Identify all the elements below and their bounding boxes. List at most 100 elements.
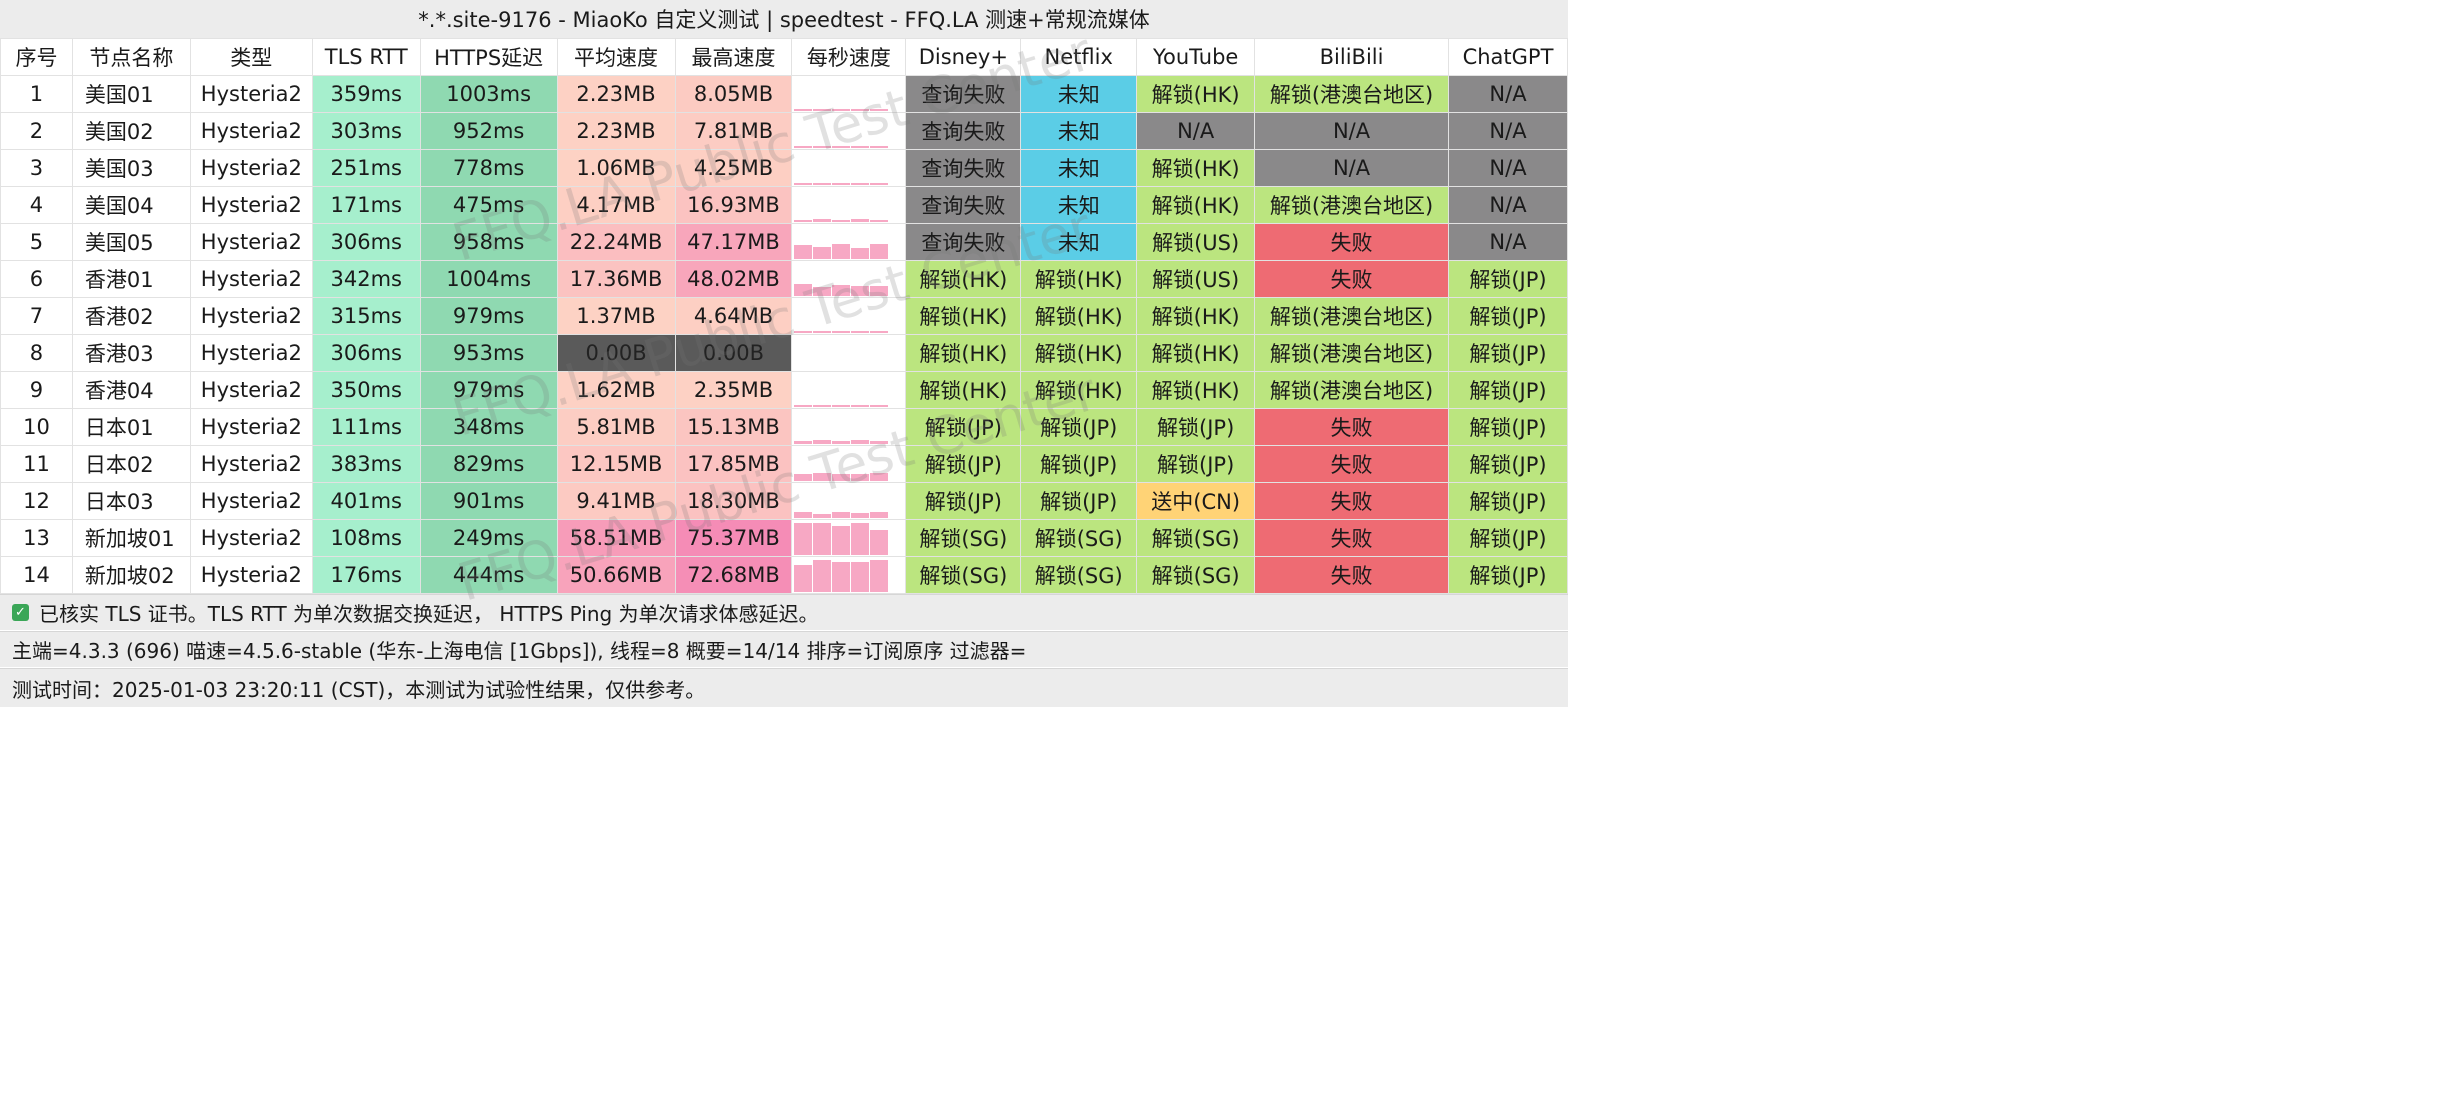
column-header[interactable]: Disney+: [905, 38, 1022, 76]
column-header[interactable]: 类型: [189, 38, 313, 76]
cell-type: Hysteria2: [189, 371, 313, 409]
cell-per-second-speed: [791, 408, 907, 446]
column-header[interactable]: 节点名称: [71, 38, 191, 76]
cell-avg-speed: 12.15MB: [556, 445, 676, 483]
speed-bar: [813, 514, 832, 518]
cell-youtube: 解锁(HK): [1136, 186, 1256, 224]
cell-node-name: 美国04: [71, 186, 191, 224]
table-row[interactable]: 5 美国05 Hysteria2 306ms 958ms 22.24MB 47.17MB 查询…: [0, 223, 1569, 261]
column-header[interactable]: 最高速度: [674, 38, 793, 76]
speed-bar: [870, 331, 889, 333]
cell-index: 13: [0, 519, 73, 557]
speed-bar: [851, 440, 870, 444]
table-row[interactable]: 3 美国03 Hysteria2 251ms 778ms 1.06MB 4.25MB 查询失败…: [0, 149, 1569, 187]
cell-chatgpt: N/A: [1447, 112, 1569, 150]
speed-bar: [794, 565, 813, 592]
speed-bar: [813, 109, 832, 111]
cell-bilibili: N/A: [1254, 112, 1449, 150]
cell-max-speed: 47.17MB: [674, 223, 793, 261]
cell-https-latency: 958ms: [419, 223, 558, 261]
column-header[interactable]: HTTPS延迟: [419, 38, 558, 76]
cell-avg-speed: 0.00B: [556, 334, 676, 372]
cell-disney: 解锁(SG): [905, 556, 1022, 594]
column-header[interactable]: YouTube: [1136, 38, 1256, 76]
cell-netflix: 解锁(SG): [1020, 556, 1138, 594]
cell-tls-rtt: 359ms: [311, 75, 421, 113]
speed-bar: [813, 523, 832, 555]
cell-node-name: 日本03: [71, 482, 191, 520]
table-row[interactable]: 14 新加坡02 Hysteria2 176ms 444ms 50.66MB 72.68MB…: [0, 556, 1569, 594]
speed-bar: [851, 219, 870, 222]
speed-bar: [832, 562, 851, 592]
cell-type: Hysteria2: [189, 519, 313, 557]
info-text: 主端=4.3.3 (696) 喵速=4.5.6-stable (华东-上海电信 …: [12, 639, 1027, 663]
cell-disney: 解锁(JP): [905, 408, 1022, 446]
table-row[interactable]: 1 美国01 Hysteria2 359ms 1003ms 2.23MB 8.05MB 查询失…: [0, 75, 1569, 113]
cell-node-name: 香港03: [71, 334, 191, 372]
cell-youtube: 解锁(US): [1136, 223, 1256, 261]
table-row[interactable]: 10 日本01 Hysteria2 111ms 348ms 5.81MB 15.13MB 解锁…: [0, 408, 1569, 446]
cell-netflix: 未知: [1020, 223, 1138, 261]
table-header: 序号 节点名称 类型 TLS RTT HTTPS延迟 平均速度 最高速度 每秒速度 Disney…: [0, 38, 1569, 76]
column-header[interactable]: BiliBili: [1254, 38, 1449, 76]
cell-type: Hysteria2: [189, 445, 313, 483]
checkmark-icon: ✓: [12, 604, 29, 621]
cell-netflix: 解锁(HK): [1020, 297, 1138, 335]
column-header[interactable]: 平均速度: [556, 38, 676, 76]
column-header[interactable]: TLS RTT: [311, 38, 421, 76]
speed-bar: [813, 183, 832, 185]
table-row[interactable]: 13 新加坡01 Hysteria2 108ms 249ms 58.51MB 75.37MB…: [0, 519, 1569, 557]
cell-avg-speed: 22.24MB: [556, 223, 676, 261]
column-header[interactable]: 序号: [0, 38, 73, 76]
cell-avg-speed: 1.06MB: [556, 149, 676, 187]
table-row[interactable]: 11 日本02 Hysteria2 383ms 829ms 12.15MB 17.85MB 解…: [0, 445, 1569, 483]
cell-max-speed: 0.00B: [674, 334, 793, 372]
cell-per-second-speed: [791, 334, 907, 372]
cell-index: 9: [0, 371, 73, 409]
speed-bar: [794, 220, 813, 222]
speed-bar: [794, 474, 813, 481]
table-row[interactable]: 9 香港04 Hysteria2 350ms 979ms 1.62MB 2.35MB 解锁(H…: [0, 371, 1569, 409]
cell-index: 12: [0, 482, 73, 520]
speed-bar: [870, 183, 889, 185]
column-header[interactable]: 每秒速度: [791, 38, 907, 76]
cell-node-name: 美国01: [71, 75, 191, 113]
cell-bilibili: 解锁(港澳台地区): [1254, 75, 1449, 113]
cell-https-latency: 444ms: [419, 556, 558, 594]
table-row[interactable]: 12 日本03 Hysteria2 401ms 901ms 9.41MB 18.30MB 解锁…: [0, 482, 1569, 520]
speed-bar: [870, 244, 889, 259]
cell-youtube: 解锁(HK): [1136, 334, 1256, 372]
speed-bar: [813, 247, 832, 259]
cell-netflix: 解锁(HK): [1020, 260, 1138, 298]
cell-disney: 解锁(HK): [905, 334, 1022, 372]
speed-bar: [851, 146, 870, 148]
speed-bar: [832, 512, 851, 518]
cell-tls-rtt: 350ms: [311, 371, 421, 409]
table-row[interactable]: 7 香港02 Hysteria2 315ms 979ms 1.37MB 4.64MB 解锁(H…: [0, 297, 1569, 335]
cell-type: Hysteria2: [189, 482, 313, 520]
cell-node-name: 新加坡01: [71, 519, 191, 557]
table-row[interactable]: 8 香港03 Hysteria2 306ms 953ms 0.00B 0.00B 解锁(HK)…: [0, 334, 1569, 372]
cell-youtube: 解锁(JP): [1136, 445, 1256, 483]
column-header[interactable]: Netflix: [1020, 38, 1138, 76]
cell-max-speed: 15.13MB: [674, 408, 793, 446]
cell-bilibili: 失败: [1254, 482, 1449, 520]
table-row[interactable]: 4 美国04 Hysteria2 171ms 475ms 4.17MB 16.93MB 查询失…: [0, 186, 1569, 224]
cell-avg-speed: 1.62MB: [556, 371, 676, 409]
cell-tls-rtt: 306ms: [311, 223, 421, 261]
speed-bar: [832, 220, 851, 222]
cell-https-latency: 979ms: [419, 371, 558, 409]
cell-index: 4: [0, 186, 73, 224]
table-row[interactable]: 6 香港01 Hysteria2 342ms 1004ms 17.36MB 48.02MB 解…: [0, 260, 1569, 298]
cell-type: Hysteria2: [189, 334, 313, 372]
cell-bilibili: 失败: [1254, 260, 1449, 298]
speed-bar: [832, 146, 851, 148]
cell-per-second-speed: [791, 149, 907, 187]
column-header[interactable]: ChatGPT: [1447, 38, 1569, 76]
cell-https-latency: 475ms: [419, 186, 558, 224]
speed-bar: [851, 183, 870, 185]
cell-chatgpt: 解锁(JP): [1447, 260, 1569, 298]
cell-disney: 解锁(SG): [905, 519, 1022, 557]
table-row[interactable]: 2 美国02 Hysteria2 303ms 952ms 2.23MB 7.81MB 查询失败…: [0, 112, 1569, 150]
cell-index: 2: [0, 112, 73, 150]
